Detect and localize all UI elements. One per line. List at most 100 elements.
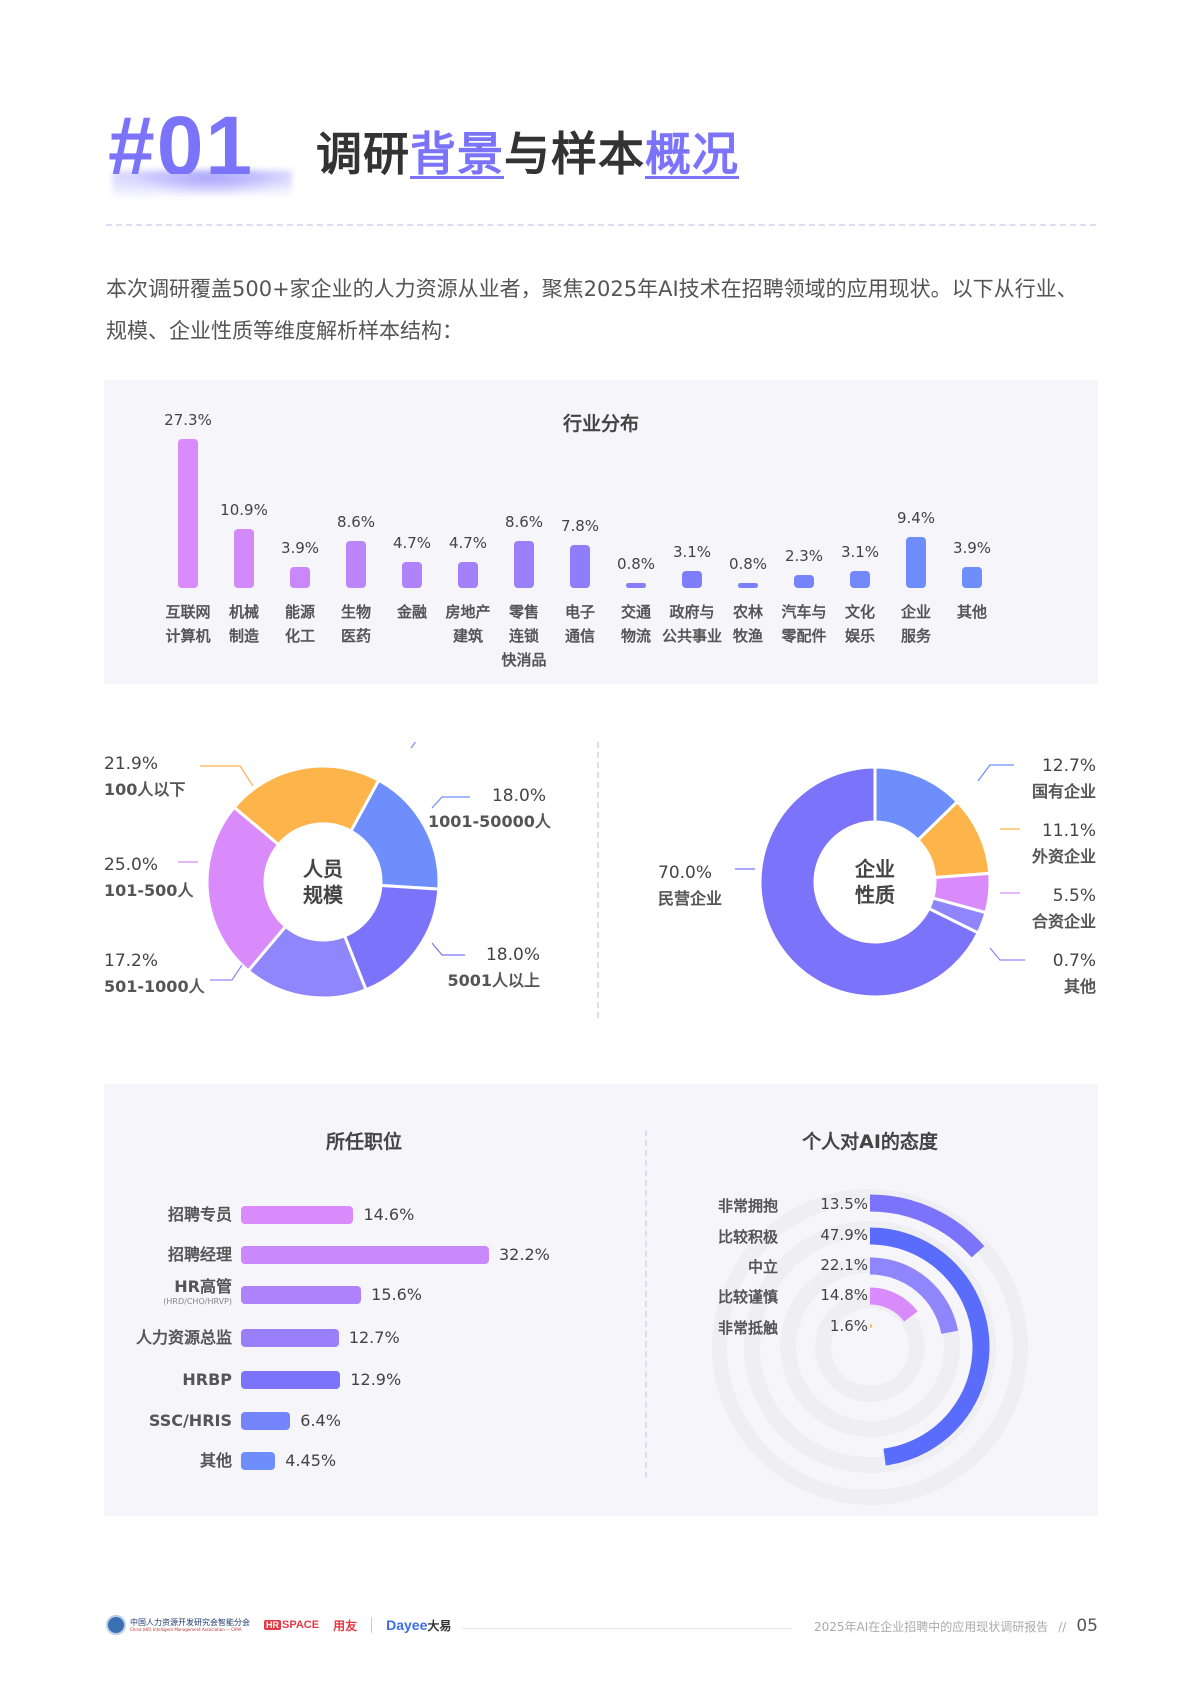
position-label: 其他 <box>199 1451 232 1470</box>
industry-bar-label: 企业 服务 <box>900 603 931 645</box>
position-label: HRBP <box>182 1370 232 1389</box>
industry-bar-label: 金融 <box>396 603 427 621</box>
industry-bar-value: 0.8% <box>728 555 768 573</box>
attitude-value: 13.5% <box>820 1195 868 1213</box>
position-row: HRBP 12.9% <box>104 1370 604 1400</box>
section-number: #01 <box>108 104 255 174</box>
ownership-label-foreign: 11.1% 外资企业 <box>1031 821 1096 866</box>
position-sublabel: (HRD/CHO/HRVP) <box>163 1297 232 1306</box>
positions-chart-title: 所任职位 <box>325 1131 402 1153</box>
industry-bar <box>458 562 478 588</box>
industry-bar <box>514 541 534 588</box>
cima-emblem-icon <box>106 1615 126 1635</box>
ownership-donut <box>758 765 992 999</box>
attitude-radial-bar <box>869 1257 959 1335</box>
ownership-label-jv: 5.5% 合资企业 <box>1031 886 1096 931</box>
industry-bar-label: 交通 物流 <box>620 603 651 645</box>
industry-bar-value: 27.3% <box>164 411 212 429</box>
industry-bar <box>346 541 366 588</box>
position-label: 招聘经理 <box>167 1245 232 1264</box>
position-value: 15.6% <box>371 1285 422 1304</box>
industry-bar-value: 7.8% <box>560 517 600 536</box>
industry-bar-value: 0.8% <box>616 555 656 573</box>
position-bar <box>241 1452 276 1470</box>
header-divider <box>106 224 1096 226</box>
industry-bar <box>794 575 814 588</box>
staff-size-label-5001plus: 18.0% 5001人以上 <box>447 945 540 990</box>
industry-bar-value: 8.6% <box>504 513 544 532</box>
position-bar <box>241 1246 489 1264</box>
industry-bar <box>570 545 590 588</box>
title-part-2-highlight: 背景 <box>410 127 504 181</box>
position-row: HR高管 (HRD/CHO/HRVP) 15.6% <box>104 1277 604 1315</box>
title-part-3: 与样本 <box>504 127 645 181</box>
industry-bar-value: 3.9% <box>952 538 992 557</box>
industry-bar <box>402 562 422 588</box>
industry-bar-label: 政府与 公共事业 <box>661 603 722 645</box>
attitude-legend-row: 中立 22.1% <box>668 1256 868 1280</box>
attitude-radial-bar <box>869 1287 918 1322</box>
staff-size-donut <box>205 742 441 1000</box>
industry-bar-label: 文化 娱乐 <box>844 603 875 645</box>
attitude-radial-bar <box>869 1194 985 1258</box>
footer-logos: 中国人力资源开发研究会智能分会 China (HR) Intelligent M… <box>106 1615 451 1635</box>
position-value: 4.45% <box>285 1451 337 1470</box>
logo-hrspace: HR SPACE <box>264 1619 320 1631</box>
industry-bar-value: 4.7% <box>392 534 432 553</box>
industry-bar-label: 农林 牧渔 <box>732 603 763 645</box>
section-number-glow <box>112 170 292 204</box>
industry-bar-value: 9.4% <box>896 508 936 527</box>
position-value: 14.6% <box>363 1205 415 1224</box>
industry-bar-label: 房地产 建筑 <box>445 603 491 645</box>
position-bar <box>241 1371 341 1389</box>
industry-bar-value: 3.1% <box>672 543 712 562</box>
industry-bar-value: 2.3% <box>784 547 824 566</box>
position-row: 人力资源总监 12.7% <box>104 1328 604 1358</box>
attitude-label: 比较积极 <box>717 1228 778 1246</box>
industry-bar <box>290 566 310 588</box>
position-label: HR高管 (HRD/CHO/HRVP) <box>163 1277 232 1306</box>
industry-bar <box>962 566 982 588</box>
position-bar <box>241 1412 291 1430</box>
position-label: 人力资源总监 <box>135 1328 232 1347</box>
industry-bar-label: 电子 通信 <box>564 603 595 645</box>
ownership-center-label: 企业 性质 <box>855 857 895 907</box>
industry-panel: 行业分布 27.3% 互联网 计算机 10.9% 机械 制造 3.9% 能源 化工 8.6%… <box>104 380 1098 684</box>
logo-cima: 中国人力资源开发研究会智能分会 China (HR) Intelligent M… <box>106 1615 250 1635</box>
industry-bar-value: 10.9% <box>220 500 268 519</box>
ownership-label-state: 12.7% 国有企业 <box>1031 756 1096 801</box>
industry-bar <box>626 583 646 588</box>
attitude-label: 中立 <box>747 1258 778 1276</box>
position-value: 12.7% <box>348 1328 400 1347</box>
staff-size-center-label: 人员 规模 <box>303 857 343 907</box>
attitude-value: 47.9% <box>820 1226 868 1244</box>
slice-private <box>758 765 981 999</box>
page-title: 调研背景与样本概况 <box>316 118 739 184</box>
title-part-4-highlight: 概况 <box>645 127 739 181</box>
industry-bar <box>906 536 926 588</box>
staff-size-label-101-500: 25.0% 101-500人 <box>104 855 194 900</box>
position-row: 其他 4.45% <box>104 1451 604 1481</box>
footer-separator: // <box>1058 1620 1067 1634</box>
industry-bar-label: 能源 化工 <box>284 603 315 645</box>
attitude-label: 非常拥抱 <box>717 1197 778 1215</box>
industry-bar-value: 3.9% <box>280 538 320 557</box>
industry-bar-label: 生物 医药 <box>340 603 371 645</box>
position-row: 招聘经理 32.2% <box>104 1245 604 1275</box>
position-bar <box>241 1286 362 1304</box>
position-value: 32.2% <box>499 1245 550 1264</box>
position-row: 招聘专员 14.6% <box>104 1205 604 1235</box>
logo-cima-subtext: China (HR) Intelligent Management Associ… <box>130 1627 242 1632</box>
intro-paragraph: 本次调研覆盖500+家企业的人力资源从业者，聚焦2025年AI技术在招聘领域的应… <box>106 277 1078 343</box>
position-label: 招聘专员 <box>167 1205 232 1224</box>
ownership-label-private: 70.0% 民营企业 <box>658 863 723 908</box>
position-bar <box>241 1329 339 1347</box>
attitude-label: 非常抵触 <box>717 1319 778 1337</box>
position-label: SSC/HRIS <box>148 1411 232 1430</box>
attitude-value: 22.1% <box>820 1256 868 1274</box>
bottom-divider <box>645 1130 647 1478</box>
industry-bar <box>178 439 198 588</box>
attitude-value: 14.8% <box>820 1286 868 1304</box>
logo-cima-text: 中国人力资源开发研究会智能分会 <box>130 1618 250 1627</box>
footer-report-title: 2025年AI在企业招聘中的应用现状调研报告 <box>813 1620 1049 1634</box>
